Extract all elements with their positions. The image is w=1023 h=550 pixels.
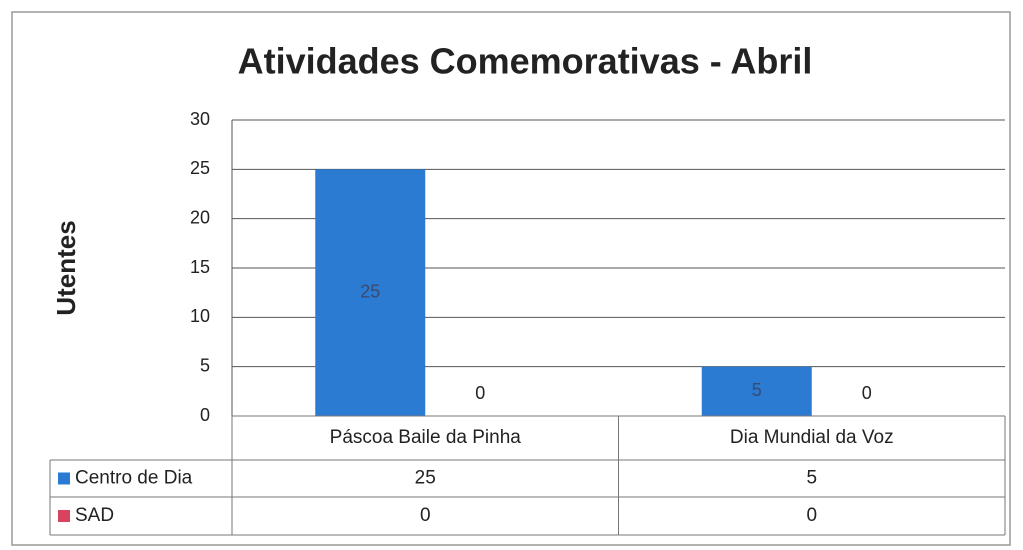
data-label: 25 bbox=[360, 281, 380, 301]
y-tick-label: 10 bbox=[190, 306, 210, 326]
bar bbox=[315, 169, 426, 416]
y-tick-label: 30 bbox=[190, 109, 210, 129]
y-tick-label: 20 bbox=[190, 207, 210, 227]
table-value: 0 bbox=[420, 505, 431, 526]
data-label: 5 bbox=[752, 380, 762, 400]
legend-swatch bbox=[58, 510, 70, 522]
table-value: 5 bbox=[806, 468, 817, 489]
x-tick-label: Páscoa Baile da Pinha bbox=[330, 427, 522, 448]
legend-label: Centro de Dia bbox=[75, 468, 193, 489]
chart-frame bbox=[11, 11, 1011, 546]
table-value: 25 bbox=[415, 468, 436, 489]
x-tick-label: Dia Mundial da Voz bbox=[730, 427, 894, 448]
data-label: 0 bbox=[862, 383, 872, 403]
y-tick-label: 25 bbox=[190, 158, 210, 178]
y-tick-label: 15 bbox=[190, 257, 210, 277]
data-label: 0 bbox=[475, 383, 485, 403]
table-value: 0 bbox=[806, 505, 817, 526]
bar bbox=[701, 366, 812, 416]
chart-title: Atividades Comemorativas - Abril bbox=[238, 41, 813, 82]
y-tick-label: 0 bbox=[200, 405, 210, 425]
legend-swatch bbox=[58, 472, 70, 485]
legend-label: SAD bbox=[75, 505, 114, 526]
y-tick-label: 5 bbox=[200, 355, 210, 375]
y-axis-label: Utentes bbox=[51, 220, 81, 315]
